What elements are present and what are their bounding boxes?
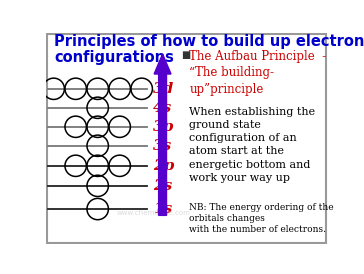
FancyBboxPatch shape — [47, 34, 326, 243]
Text: 4s: 4s — [153, 101, 172, 115]
Text: NB: The energy ordering of the
orbitals changes
with the number of electrons.: NB: The energy ordering of the orbitals … — [189, 203, 334, 234]
Text: 2s: 2s — [153, 179, 172, 193]
Text: The Aufbau Principle  -
“The building-
up”principle: The Aufbau Principle - “The building- up… — [189, 50, 327, 96]
Text: Principles of how to build up electron: Principles of how to build up electron — [54, 34, 364, 49]
Text: configurations: configurations — [54, 50, 174, 65]
Text: 3d: 3d — [153, 82, 174, 96]
Text: 1s: 1s — [153, 202, 172, 216]
Text: ■: ■ — [181, 50, 190, 60]
Text: When establishing the
ground state
configuration of an
atom start at the
energet: When establishing the ground state confi… — [189, 107, 316, 183]
Text: 3p: 3p — [153, 120, 174, 134]
Text: 3s: 3s — [153, 139, 172, 153]
Text: 2p: 2p — [153, 159, 174, 173]
Text: www.chemibase.com: www.chemibase.com — [117, 210, 191, 216]
FancyArrow shape — [154, 54, 171, 215]
